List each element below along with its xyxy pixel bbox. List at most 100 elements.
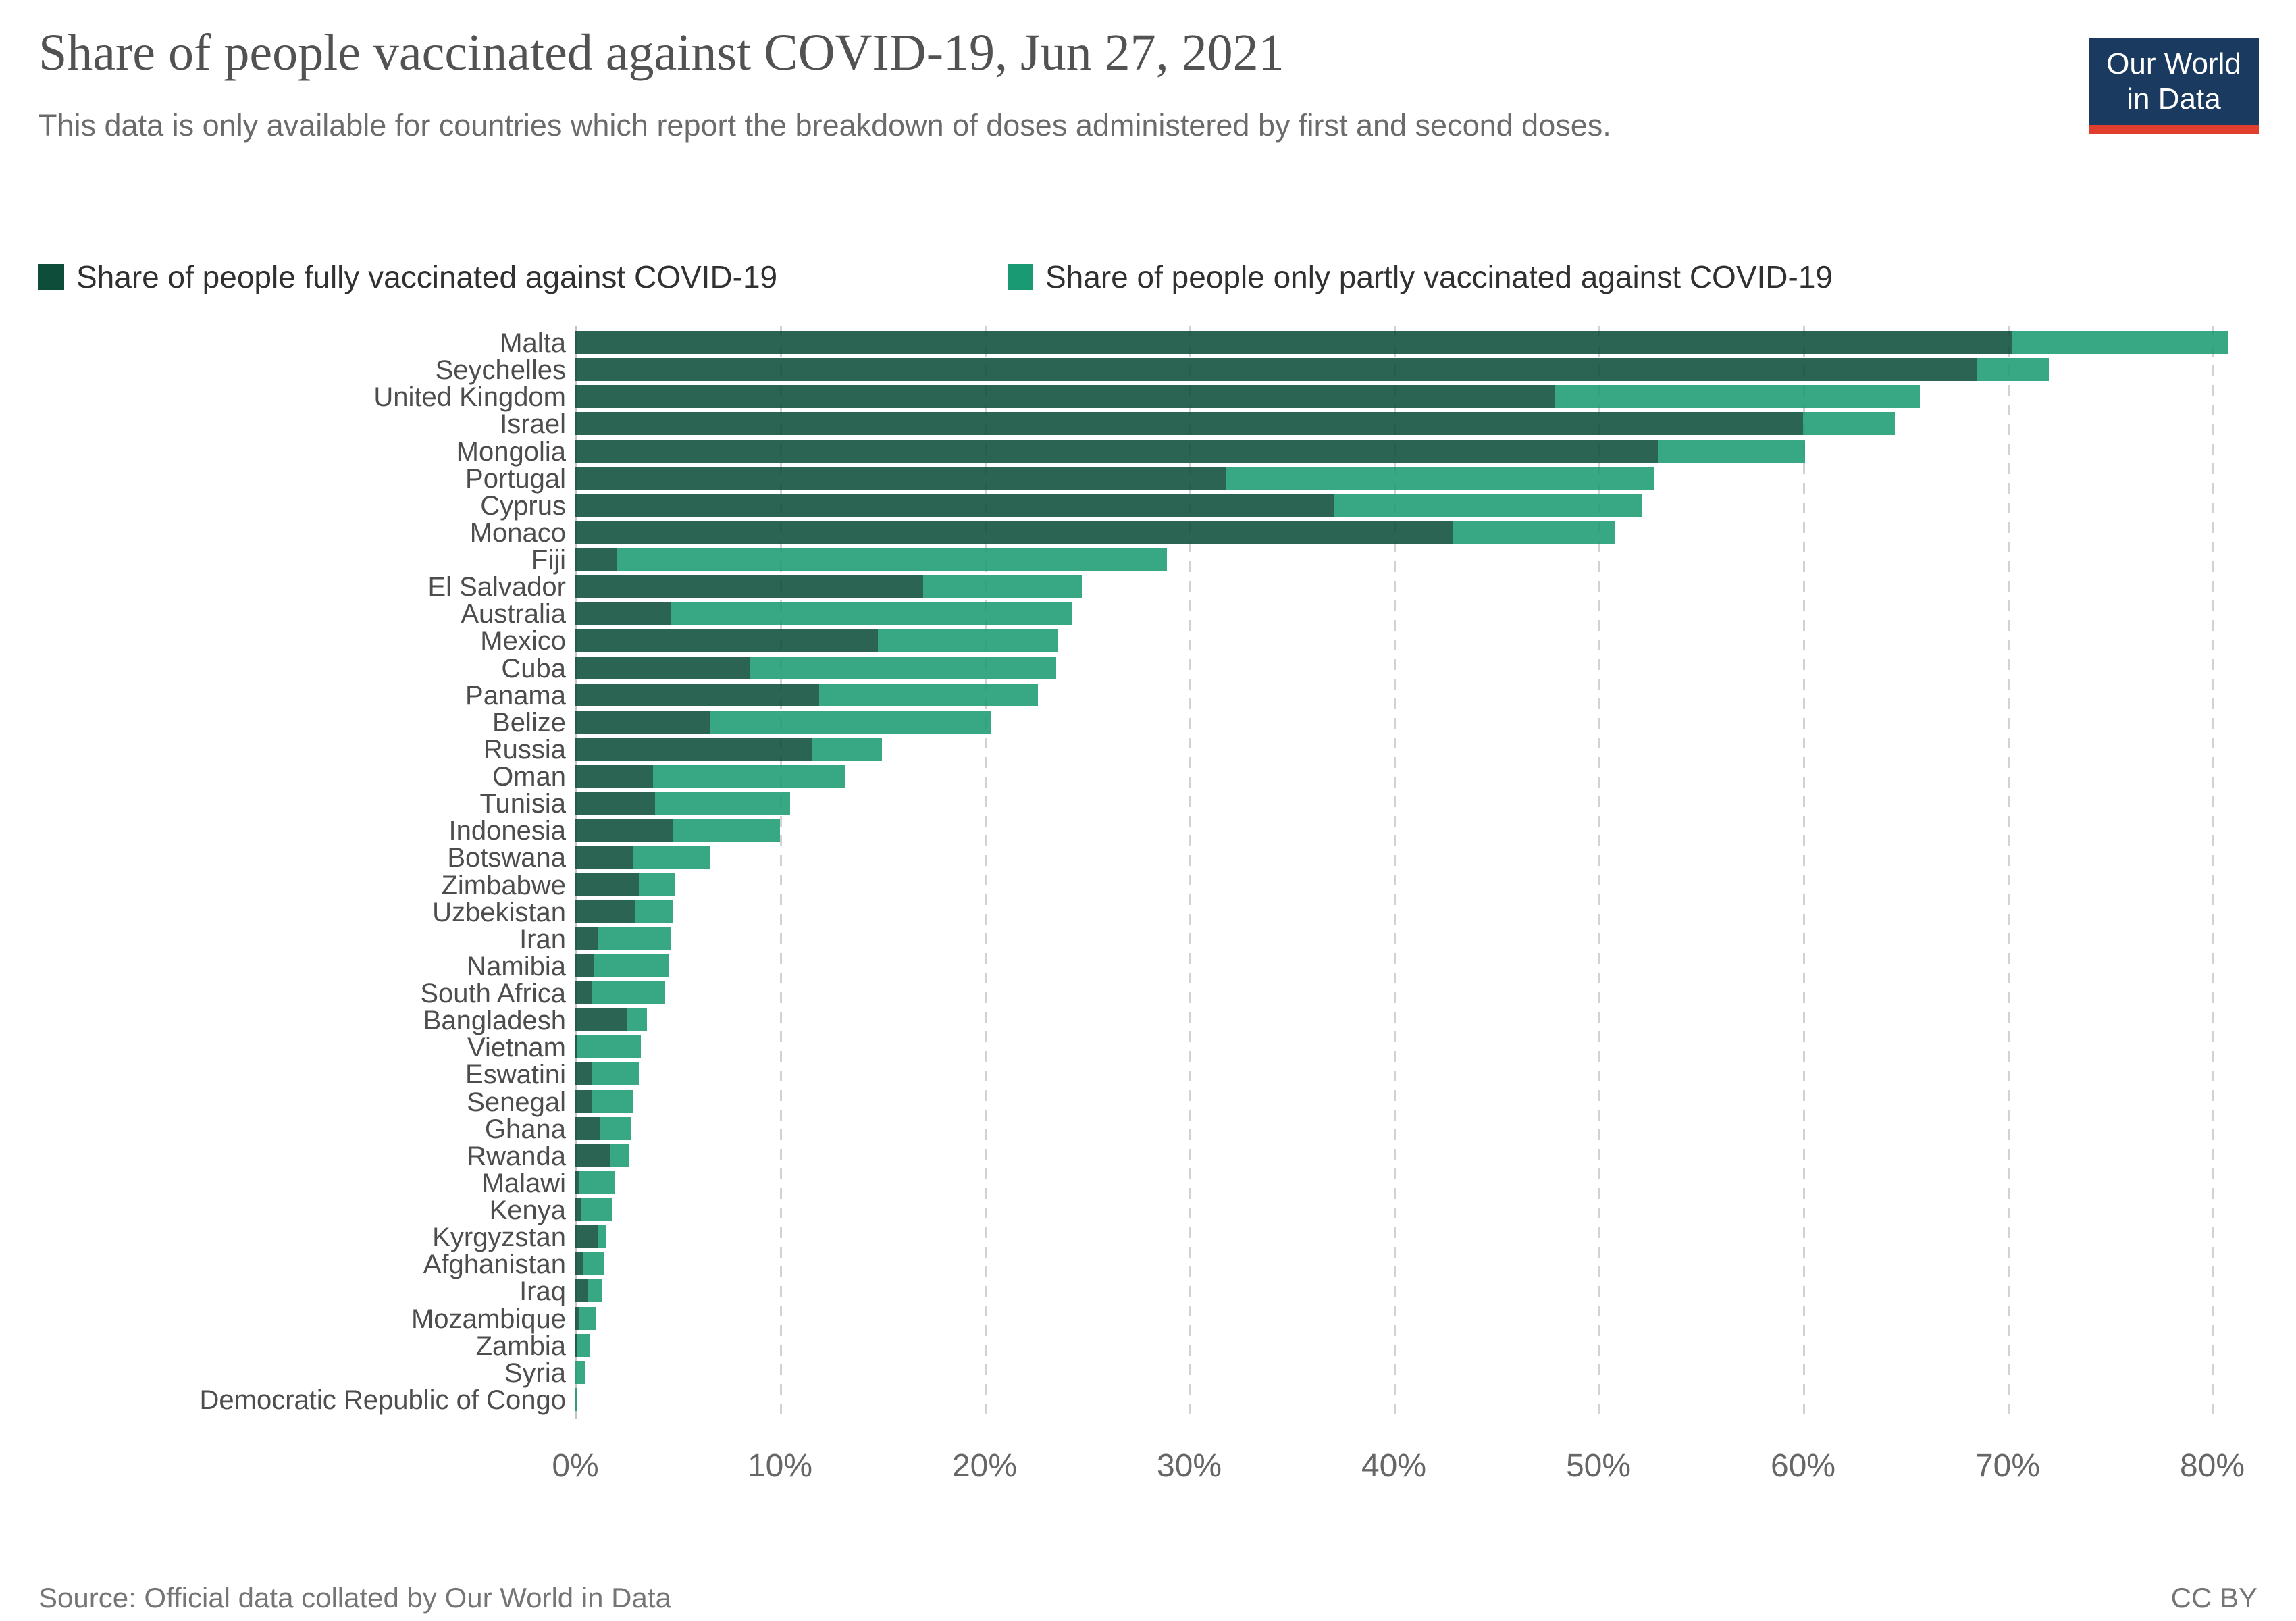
stacked-bar[interactable] [575, 1252, 604, 1275]
bar-segment-fully[interactable] [575, 548, 617, 571]
stacked-bar[interactable] [575, 1117, 631, 1140]
legend-item-fully[interactable]: Share of people fully vaccinated against… [38, 259, 777, 295]
bar-segment-partly[interactable] [634, 900, 674, 923]
bar-segment-fully[interactable] [575, 494, 1335, 517]
stacked-bar[interactable] [575, 1307, 596, 1330]
bar-segment-partly[interactable] [616, 548, 1167, 571]
bar-segment-fully[interactable] [575, 358, 1977, 381]
stacked-bar[interactable] [575, 738, 883, 761]
stacked-bar[interactable] [575, 1171, 615, 1194]
bar-segment-fully[interactable] [575, 765, 654, 788]
bar-segment-partly[interactable] [1226, 467, 1654, 490]
bar-segment-partly[interactable] [653, 765, 845, 788]
stacked-bar[interactable] [575, 1361, 586, 1384]
bar-segment-fully[interactable] [575, 1117, 600, 1140]
bar-segment-fully[interactable] [575, 711, 710, 734]
stacked-bar[interactable] [575, 1334, 590, 1357]
stacked-bar[interactable] [575, 1279, 602, 1302]
bar-segment-partly[interactable] [1977, 358, 2049, 381]
bar-segment-partly[interactable] [600, 1117, 631, 1140]
stacked-bar[interactable] [575, 954, 670, 977]
bar-segment-fully[interactable] [575, 467, 1226, 490]
stacked-bar[interactable] [575, 1090, 633, 1113]
bar-segment-fully[interactable] [575, 1171, 579, 1194]
bar-segment-fully[interactable] [575, 385, 1556, 408]
stacked-bar[interactable] [575, 819, 780, 842]
bar-segment-fully[interactable] [575, 412, 1803, 435]
stacked-bar[interactable] [575, 1008, 648, 1031]
stacked-bar[interactable] [575, 846, 710, 869]
bar-segment-fully[interactable] [575, 629, 879, 652]
stacked-bar[interactable] [575, 900, 674, 923]
bar-segment-partly[interactable] [673, 819, 780, 842]
bar-segment-partly[interactable] [638, 873, 676, 896]
bar-segment-partly[interactable] [1657, 440, 1806, 463]
stacked-bar[interactable] [575, 412, 1896, 435]
stacked-bar[interactable] [575, 927, 672, 950]
bar-segment-partly[interactable] [710, 711, 991, 734]
bar-segment-fully[interactable] [575, 1334, 577, 1357]
bar-segment-fully[interactable] [575, 1307, 580, 1330]
stacked-bar[interactable] [575, 548, 1167, 571]
bar-segment-partly[interactable] [1555, 385, 1920, 408]
bar-segment-fully[interactable] [575, 738, 813, 761]
bar-segment-fully[interactable] [575, 792, 656, 815]
bar-segment-partly[interactable] [923, 575, 1083, 598]
bar-segment-fully[interactable] [575, 1225, 598, 1248]
bar-segment-fully[interactable] [575, 981, 592, 1004]
stacked-bar[interactable] [575, 629, 1059, 652]
bar-segment-partly[interactable] [655, 792, 791, 815]
bar-segment-fully[interactable] [575, 657, 750, 679]
bar-segment-partly[interactable] [577, 1035, 641, 1058]
stacked-bar[interactable] [575, 1388, 577, 1411]
bar-segment-partly[interactable] [592, 1090, 633, 1113]
bar-segment-partly[interactable] [583, 1252, 604, 1275]
bar-segment-fully[interactable] [575, 927, 598, 950]
owid-logo[interactable]: Our World in Data [2089, 38, 2259, 134]
stacked-bar[interactable] [575, 1062, 639, 1085]
bar-segment-partly[interactable] [878, 629, 1059, 652]
stacked-bar[interactable] [575, 981, 666, 1004]
bar-segment-fully[interactable] [575, 954, 594, 977]
stacked-bar[interactable] [575, 521, 1615, 544]
stacked-bar[interactable] [575, 440, 1806, 463]
bar-segment-partly[interactable] [626, 1008, 648, 1031]
bar-segment-partly[interactable] [581, 1198, 612, 1221]
bar-segment-partly[interactable] [576, 1334, 590, 1357]
stacked-bar[interactable] [575, 873, 676, 896]
bar-segment-partly[interactable] [818, 684, 1038, 706]
bar-segment-partly[interactable] [1453, 521, 1615, 544]
bar-segment-partly[interactable] [632, 846, 710, 869]
bar-segment-partly[interactable] [2012, 331, 2229, 354]
license-link[interactable]: CC BY [2170, 1582, 2258, 1614]
bar-segment-partly[interactable] [592, 1062, 639, 1085]
bar-segment-fully[interactable] [575, 331, 2012, 354]
legend-item-partly[interactable]: Share of people only partly vaccinated a… [1008, 259, 1833, 295]
bar-segment-fully[interactable] [575, 1035, 578, 1058]
bar-segment-partly[interactable] [1334, 494, 1642, 517]
stacked-bar[interactable] [575, 331, 2229, 354]
stacked-bar[interactable] [575, 1225, 606, 1248]
bar-segment-partly[interactable] [812, 738, 883, 761]
bar-segment-partly[interactable] [578, 1171, 615, 1194]
stacked-bar[interactable] [575, 657, 1057, 679]
bar-segment-fully[interactable] [575, 819, 674, 842]
bar-segment-fully[interactable] [575, 873, 639, 896]
bar-segment-fully[interactable] [575, 846, 633, 869]
bar-segment-partly[interactable] [579, 1307, 596, 1330]
bar-segment-partly[interactable] [1803, 412, 1896, 435]
bar-segment-partly[interactable] [671, 602, 1073, 625]
stacked-bar[interactable] [575, 385, 1920, 408]
stacked-bar[interactable] [575, 792, 791, 815]
bar-segment-fully[interactable] [575, 1198, 582, 1221]
bar-segment-partly[interactable] [749, 657, 1057, 679]
stacked-bar[interactable] [575, 494, 1642, 517]
bar-segment-fully[interactable] [575, 1144, 610, 1167]
bar-segment-fully[interactable] [575, 1062, 592, 1085]
bar-segment-fully[interactable] [575, 602, 672, 625]
stacked-bar[interactable] [575, 602, 1073, 625]
bar-segment-partly[interactable] [588, 1279, 602, 1302]
bar-segment-partly[interactable] [575, 1361, 586, 1384]
stacked-bar[interactable] [575, 575, 1083, 598]
bar-segment-partly[interactable] [598, 927, 672, 950]
